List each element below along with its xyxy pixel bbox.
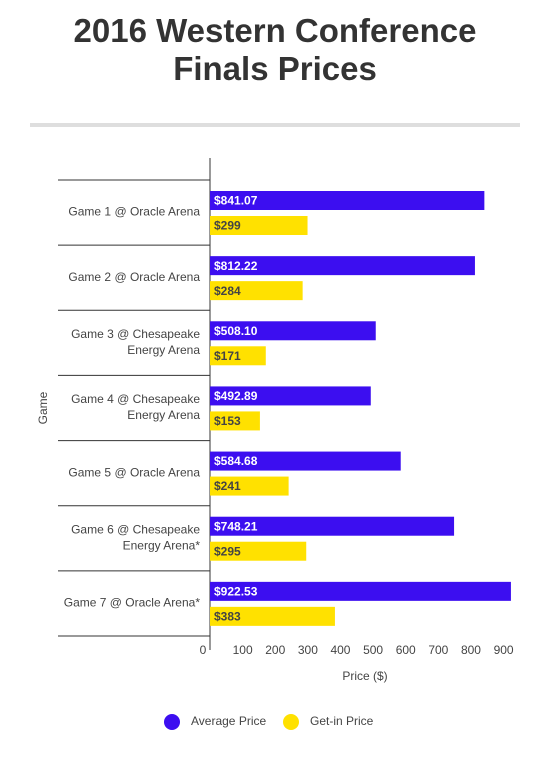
- bar: [210, 216, 308, 235]
- x-tick-label: 800: [461, 643, 481, 657]
- y-tick-label: Game 4 @ Chesapeake Energy Arena: [71, 392, 200, 422]
- chart-title: 2016 Western Conference Finals Prices: [74, 12, 477, 87]
- y-tick-label: Game 5 @ Oracle Arena: [68, 465, 200, 479]
- x-tick-label: 600: [396, 643, 416, 657]
- y-tick-label: Game 6 @ Chesapeake Energy Arena*: [71, 522, 200, 552]
- x-axis-title: Price ($): [342, 669, 387, 683]
- legend-label: Average Price: [191, 714, 266, 728]
- y-tick-label: Game 3 @ Chesapeake Energy Arena: [71, 327, 200, 357]
- value-label: $383: [214, 610, 241, 624]
- bar: [210, 411, 260, 431]
- bar: [210, 191, 485, 210]
- bar: [210, 321, 376, 341]
- x-tick-label: 500: [363, 643, 383, 657]
- bar: [210, 581, 511, 601]
- value-label: $284: [214, 284, 241, 298]
- value-label: $508.10: [214, 324, 258, 338]
- bar: [210, 386, 371, 406]
- bar: [210, 541, 307, 561]
- bar: [210, 281, 303, 301]
- x-tick-label: 300: [298, 643, 318, 657]
- y-axis-title: Game: [36, 391, 50, 424]
- value-label: $748.21: [214, 519, 258, 533]
- value-label: $812.22: [214, 259, 258, 273]
- y-tick-label: Game 2 @ Oracle Arena: [68, 270, 200, 284]
- value-label: $171: [214, 349, 241, 363]
- y-tick-label: Game 1 @ Oracle Arena: [68, 205, 200, 219]
- value-label: $492.89: [214, 389, 258, 403]
- x-tick-label: 100: [233, 643, 253, 657]
- bar: [210, 606, 335, 626]
- value-label: $241: [214, 479, 241, 493]
- x-tick-label: 700: [428, 643, 448, 657]
- bar: [210, 476, 289, 496]
- bar: [210, 346, 266, 366]
- x-tick-label: 900: [494, 643, 514, 657]
- y-tick-label: Game 7 @ Oracle Arena*: [64, 596, 201, 610]
- bar: [210, 256, 475, 276]
- value-label: $299: [214, 219, 241, 233]
- x-tick-label: 400: [330, 643, 350, 657]
- value-label: $295: [214, 544, 241, 558]
- x-tick-label: 200: [265, 643, 285, 657]
- value-label: $584.68: [214, 454, 258, 468]
- legend-swatch: [283, 714, 299, 730]
- legend-swatch: [164, 714, 180, 730]
- legend-label: Get-in Price: [310, 714, 374, 728]
- bar: [210, 516, 455, 536]
- value-label: $922.53: [214, 585, 258, 599]
- title-rule: [30, 123, 520, 127]
- bar: [210, 451, 401, 471]
- value-label: $841.07: [214, 194, 258, 208]
- value-label: $153: [214, 414, 241, 428]
- x-tick-label: 0: [200, 643, 207, 657]
